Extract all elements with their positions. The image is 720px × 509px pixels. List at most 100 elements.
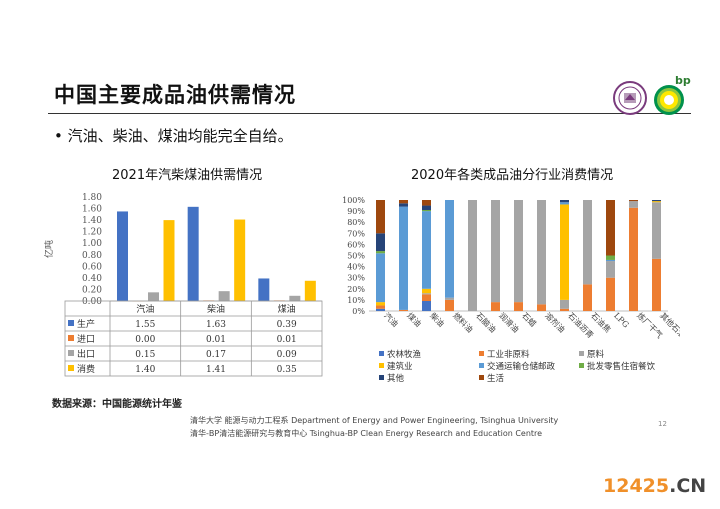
chart2-category-label: 石蜡 (520, 310, 538, 328)
watermark-suffix: .CN (669, 475, 707, 497)
watermark: 12425.CN (603, 475, 706, 497)
chart2-segment-生活 (629, 200, 638, 202)
chart1-table-border (64, 300, 323, 377)
chart1-category-label: 汽油 (136, 303, 154, 315)
data-source-note: 数据来源：中国能源统计年鉴 (52, 399, 182, 410)
chart2-segment-工业非原料 (652, 258, 661, 311)
bp-helios-logo-icon: bp (651, 74, 691, 118)
chart2-segment-其他 (399, 203, 408, 207)
chart1-y-tick: 1.60 (82, 205, 102, 215)
chart2-category-label: 煤油 (405, 310, 423, 328)
chart1-data-label: 1.55 (135, 320, 155, 330)
chart2-segment-原料 (583, 200, 592, 285)
chart2-legend-label: 其他 (387, 373, 405, 384)
chart2-segment-生活 (399, 200, 408, 204)
chart2-segment-农林牧渔 (422, 301, 431, 311)
chart2-y-tick: 30% (347, 274, 365, 283)
chart2-segment-工业非原料 (583, 284, 592, 311)
chart1-legend-swatch (68, 320, 74, 326)
chart2-segment-工业非原料 (606, 277, 615, 311)
chart1-y-tick: 0.40 (82, 274, 102, 284)
chart1-title: 2021年汽柴煤油供需情况 (112, 168, 263, 183)
footer-department: 清华大学 能源与动力工程系 Department of Energy and P… (190, 416, 559, 425)
chart2-segment-原料 (445, 297, 454, 300)
chart2-y-tick: 80% (347, 218, 365, 227)
chart2-y-tick: 90% (347, 207, 365, 216)
chart2-y-tick: 70% (347, 229, 365, 238)
chart2-segment-工业非原料 (514, 302, 523, 311)
chart1-legend-swatch (68, 335, 74, 341)
title-underline (48, 113, 691, 114)
chart2-segment-工业非原料 (560, 308, 569, 311)
chart2-segment-生活 (376, 200, 385, 234)
chart2-segment-批发零售住宿餐饮 (422, 209, 431, 212)
chart2-segment-工业非原料 (445, 299, 454, 311)
chart1-y-label: 亿吨 (43, 240, 55, 258)
chart2-title: 2020年各类成品油分行业消费情况 (411, 168, 614, 183)
sector-consumption-chart: 100% 90% 80% 70% 60% 50% 40% 30% 20% 10% 0% 汽油 煤油 柴油燃… (342, 196, 680, 384)
chart2-segment-批发零售住宿餐饮 (376, 251, 385, 254)
chart2-category-label: 燃料油 (451, 310, 475, 334)
chart2-segment-工业非原料 (422, 294, 431, 302)
chart1-legend-swatch (68, 350, 74, 356)
chart2-segment-原料 (422, 293, 431, 295)
chart1-data-label: 1.40 (135, 365, 155, 375)
chart2-segment-其他 (652, 200, 661, 202)
chart2-legend-label: 原料 (587, 349, 605, 360)
chart1-bar-生产 (258, 278, 270, 301)
chart2-segment-原料 (629, 201, 638, 208)
chart2-segment-交通运输仓储邮政 (376, 253, 385, 303)
chart1-data-label: 1.63 (206, 320, 226, 330)
chart2-segment-批发零售住宿餐饮 (606, 255, 615, 260)
chart2-legend-label: 批发零售住宿餐饮 (587, 361, 656, 372)
chart1-bar-生产 (117, 211, 128, 301)
chart2-segment-其他 (376, 233, 385, 252)
chart2-segment-农林牧渔 (376, 308, 385, 311)
chart1-bar-生产 (187, 206, 199, 301)
chart2-segment-建筑业 (422, 288, 431, 294)
chart2-segment-交通运输仓储邮政 (445, 200, 454, 298)
chart2-y-tick: 60% (347, 240, 365, 249)
chart2-category-label: LPG (612, 311, 630, 329)
chart2-legend-label: 建筑业 (387, 361, 413, 372)
chart2-segment-其他 (422, 205, 431, 210)
chart2-segment-交通运输仓储邮政 (560, 202, 569, 205)
chart2-legend-swatch (479, 363, 484, 368)
chart2-legend-swatch (579, 363, 584, 368)
chart1-y-tick: 1.40 (82, 216, 102, 226)
chart2-category-label: 润滑油 (497, 310, 521, 334)
chart2-legend-label: 工业非原料 (487, 349, 530, 360)
chart2-segment-交通运输仓储邮政 (399, 206, 408, 310)
chart2-segment-原料 (514, 200, 523, 303)
bp-logo-text: bp (675, 74, 691, 87)
chart2-y-tick: 20% (347, 285, 365, 294)
chart1-data-label: 0.00 (135, 335, 155, 345)
chart1-bar-出口 (148, 292, 159, 301)
chart1-y-tick: 1.00 (82, 239, 102, 249)
chart1-bar-出口 (218, 291, 230, 301)
chart2-segment-工业非原料 (491, 302, 500, 311)
chart1-data-label: 1.41 (206, 365, 226, 375)
chart2-category-label: 柴油 (428, 310, 446, 328)
chart1-y-tick: 1.20 (82, 228, 102, 238)
chart1-category-label: 煤油 (278, 303, 296, 315)
chart2-segment-建筑业 (560, 204, 569, 300)
chart2-y-tick: 100% (342, 196, 365, 205)
supply-demand-chart: 1.801.601.401.201.000.800.600.400.200.00… (43, 193, 323, 377)
chart2-segment-生活 (422, 200, 431, 206)
chart2-category-label: 溶剂油 (543, 310, 567, 334)
chart2-legend-label: 生活 (487, 373, 505, 384)
chart1-legend-label: 进口 (77, 334, 95, 345)
chart2-legend-swatch (379, 375, 384, 380)
chart2-legend-swatch (479, 351, 484, 356)
chart2-y-tick: 0% (352, 307, 365, 316)
chart2-segment-建筑业 (652, 201, 661, 203)
chart1-data-label: 0.39 (277, 320, 297, 330)
chart2-segment-建筑业 (376, 302, 385, 306)
chart1-bar-消费 (234, 219, 246, 301)
chart2-segment-原料 (468, 200, 477, 311)
chart1-bar-出口 (289, 295, 301, 301)
chart2-segment-生活 (606, 200, 615, 256)
chart1-legend-label: 生产 (77, 318, 95, 330)
chart2-legend-swatch (479, 375, 484, 380)
